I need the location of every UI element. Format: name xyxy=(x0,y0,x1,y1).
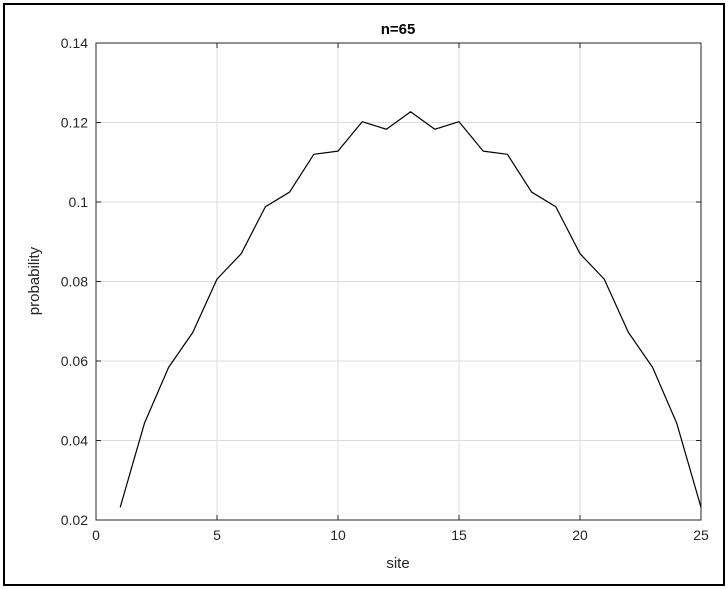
y-tick-label: 0.1 xyxy=(69,194,89,210)
chart-title: n=65 xyxy=(381,21,416,38)
y-tick-label: 0.08 xyxy=(61,274,88,290)
y-tick-label: 0.06 xyxy=(61,353,88,369)
figure-frame: 0 5 10 15 20 25 0.02 0.04 0.06 0.08 0.1 0.12 0.14 n=… xyxy=(3,3,725,586)
x-tick-label: 10 xyxy=(330,527,346,543)
probability-line xyxy=(119,111,702,508)
x-tick-label: 15 xyxy=(451,527,467,543)
x-tick-label: 20 xyxy=(572,527,588,543)
y-tick-label: 0.12 xyxy=(61,115,88,131)
line-chart: 0 5 10 15 20 25 0.02 0.04 0.06 0.08 0.1 0.12 0.14 n=… xyxy=(26,21,709,572)
x-tick-label: 25 xyxy=(693,527,709,543)
y-tick-label: 0.02 xyxy=(61,512,88,528)
axis-ticks: 0 5 10 15 20 25 0.02 0.04 0.06 0.08 0.1 0.12 0.14 xyxy=(61,35,709,543)
x-tick-label: 5 xyxy=(213,527,221,543)
x-tick-label: 0 xyxy=(92,527,100,543)
y-tick-label: 0.14 xyxy=(61,35,88,51)
y-axis-label: probability xyxy=(26,246,43,315)
grid xyxy=(95,42,702,521)
y-tick-label: 0.04 xyxy=(61,433,88,449)
x-axis-label: site xyxy=(386,555,409,572)
